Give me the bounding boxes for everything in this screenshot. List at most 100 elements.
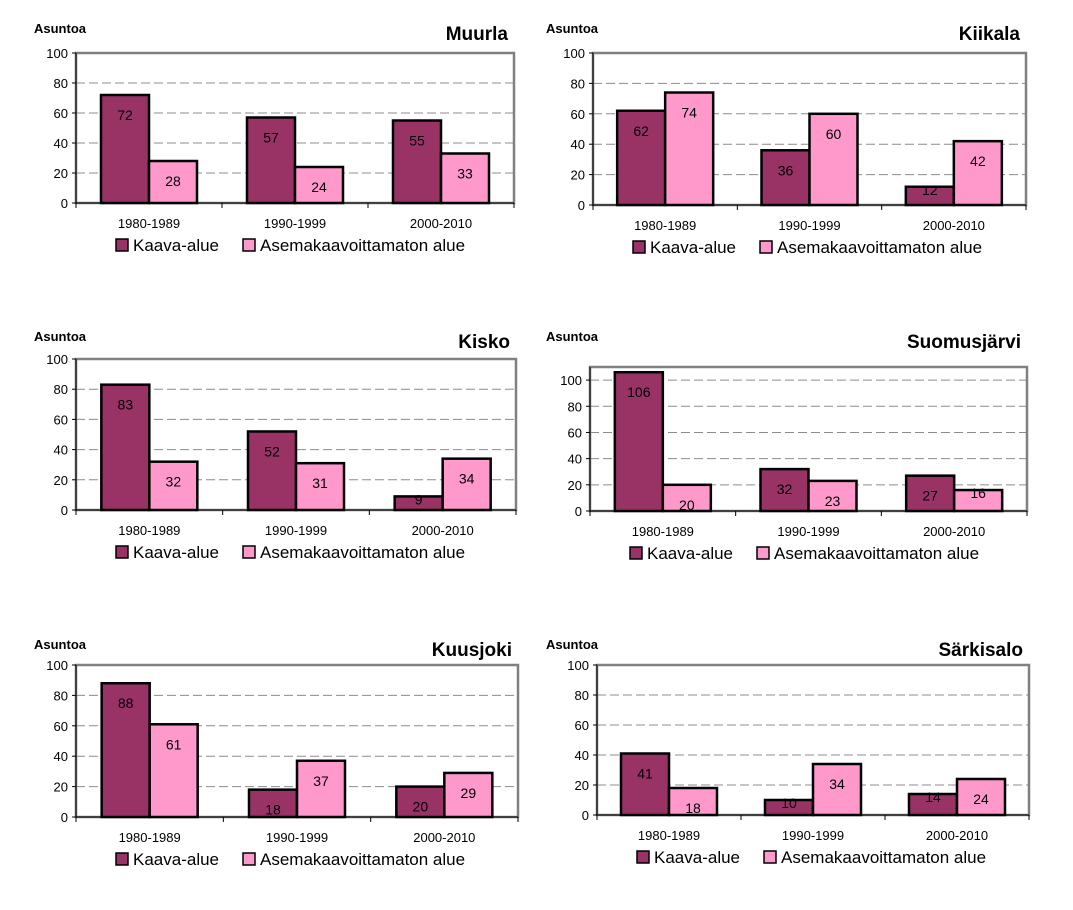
data-label: 28 — [165, 173, 181, 189]
legend-swatch-kaava-alue — [115, 238, 129, 252]
bar-asemakaavoittamaton-alue — [661, 483, 713, 513]
y-tick-label: 20 — [571, 168, 585, 183]
x-tick-label: 2000-2010 — [412, 523, 474, 538]
chart-title: Kisko — [458, 332, 510, 353]
y-tick-label: 80 — [571, 76, 585, 91]
bar-asemakaavoittamaton-alue — [952, 139, 1004, 207]
legend-swatch-kaava-alue — [115, 545, 129, 559]
bar-kaava-alue — [391, 119, 443, 205]
y-tick-label: 60 — [54, 719, 68, 734]
y-tick-label: 60 — [568, 425, 582, 440]
bar-asemakaavoittamaton-alue — [294, 461, 346, 512]
chart-suomusjarvi: Asuntoa Suomusjärvi 0 20 40 60 80 100 1980-1989 1… — [546, 329, 1029, 563]
x-tick-label: 1980-1989 — [119, 830, 181, 845]
bar-asemakaavoittamaton-alue — [808, 112, 859, 207]
y-tick-label: 0 — [575, 504, 582, 519]
data-label: 24 — [973, 791, 989, 807]
x-tick-label: 1980-1989 — [118, 216, 180, 231]
y-tick-label: 20 — [54, 473, 68, 488]
legend-label: Asemakaavoittamaton alue — [781, 848, 986, 867]
bar-asemakaavoittamaton-alue — [295, 759, 347, 819]
bar-asemakaavoittamaton-alue — [667, 786, 719, 817]
y-tick-label: 0 — [61, 810, 68, 825]
chart-title: Kuusjoki — [432, 640, 512, 661]
chart-sarkisalo: Asuntoa Särkisalo 0 20 40 60 80 100 1980-1989 41 1… — [546, 637, 1031, 867]
legend-label: Kaava-alue — [654, 848, 740, 867]
legend-label: Kaava-alue — [133, 850, 219, 869]
y-axis-label: Asuntoa — [34, 21, 87, 36]
bar-asemakaavoittamaton-alue — [811, 762, 863, 817]
legend-label: Asemakaavoittamaton alue — [260, 850, 465, 869]
legend-label: Kaava-alue — [133, 236, 219, 255]
y-axis-label: Asuntoa — [546, 21, 599, 36]
bar-asemakaavoittamaton-alue — [663, 91, 715, 207]
legend-swatch-asemakaavoittamaton-alue — [242, 545, 256, 559]
x-tick-label: 1990-1999 — [782, 828, 844, 843]
data-label: 27 — [922, 488, 938, 504]
y-tick-label: 20 — [54, 780, 68, 795]
y-tick-label: 40 — [575, 748, 589, 763]
y-tick-label: 0 — [578, 198, 585, 213]
y-tick-label: 20 — [54, 166, 68, 181]
chart-title: Muurla — [446, 24, 509, 45]
x-tick-label: 2000-2010 — [926, 828, 988, 843]
data-label: 60 — [826, 126, 842, 142]
x-tick-label: 1980-1989 — [638, 828, 700, 843]
chart-kuusjoki: Asuntoa Kuusjoki 0 20 40 60 80 100 1980-1989 88 61… — [34, 637, 520, 869]
data-label: 36 — [778, 162, 794, 178]
data-label: 37 — [313, 773, 329, 789]
x-tick-label: 1990-1999 — [777, 524, 839, 539]
chart-kiikala: Asuntoa Kiikala 0 20 40 60 80 100 1980-1989 62 74 1… — [546, 21, 1028, 257]
data-label: 29 — [461, 785, 477, 801]
bar-asemakaavoittamaton-alue — [952, 488, 1004, 513]
legend-swatch-asemakaavoittamaton-alue — [242, 238, 256, 252]
y-tick-label: 60 — [575, 718, 589, 733]
x-tick-label: 2000-2010 — [413, 830, 475, 845]
data-label: 32 — [166, 474, 182, 490]
bar-kaava-alue — [615, 109, 667, 207]
y-tick-label: 80 — [54, 688, 68, 703]
bar-kaava-alue — [759, 467, 810, 513]
y-axis-label: Asuntoa — [34, 329, 87, 344]
y-tick-label: 40 — [568, 452, 582, 467]
data-label: 20 — [413, 799, 429, 815]
legend-swatch-kaava-alue — [632, 240, 646, 254]
bar-kaava-alue — [245, 116, 297, 205]
legend-label: Asemakaavoittamaton alue — [774, 544, 979, 563]
bar-asemakaavoittamaton-alue — [955, 777, 1007, 817]
bar-kaava-alue — [100, 383, 151, 512]
data-label: 106 — [627, 384, 651, 400]
x-tick-label: 1980-1989 — [118, 523, 180, 538]
x-tick-label: 1990-1999 — [264, 216, 326, 231]
data-label: 57 — [263, 130, 279, 146]
data-label: 12 — [922, 182, 938, 198]
y-tick-label: 100 — [567, 658, 589, 673]
x-tick-label: 2000-2010 — [410, 216, 472, 231]
y-tick-label: 80 — [54, 382, 68, 397]
x-tick-label: 1980-1989 — [632, 524, 694, 539]
data-label: 55 — [409, 133, 425, 149]
bar-kaava-alue — [99, 93, 151, 205]
legend-label: Asemakaavoittamaton alue — [260, 236, 465, 255]
chart-kisko: Asuntoa Kisko 0 20 40 60 80 100 1980-1989 83 32 199… — [34, 329, 518, 562]
data-label: 52 — [264, 443, 280, 459]
bar-asemakaavoittamaton-alue — [807, 479, 858, 513]
y-axis-label: Asuntoa — [546, 329, 599, 344]
x-tick-label: 1990-1999 — [778, 218, 840, 233]
data-label: 34 — [459, 471, 475, 487]
legend-swatch-asemakaavoittamaton-alue — [759, 240, 773, 254]
bar-asemakaavoittamaton-alue — [441, 457, 492, 512]
bar-asemakaavoittamaton-alue — [147, 159, 199, 205]
y-tick-label: 80 — [575, 688, 589, 703]
y-tick-label: 0 — [61, 196, 68, 211]
data-label: 72 — [117, 107, 133, 123]
data-label: 9 — [415, 491, 423, 507]
x-tick-label: 1980-1989 — [634, 218, 696, 233]
data-label: 61 — [166, 736, 182, 752]
bar-kaava-alue — [760, 149, 811, 207]
data-label: 14 — [925, 789, 941, 805]
y-tick-label: 20 — [568, 478, 582, 493]
y-tick-label: 80 — [568, 399, 582, 414]
y-tick-label: 40 — [54, 749, 68, 764]
bar-kaava-alue — [613, 370, 665, 513]
